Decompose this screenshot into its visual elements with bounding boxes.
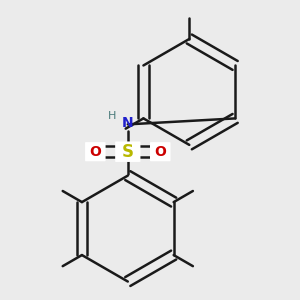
FancyBboxPatch shape: [115, 142, 140, 162]
FancyBboxPatch shape: [85, 142, 106, 161]
Text: N: N: [122, 116, 134, 130]
FancyBboxPatch shape: [150, 142, 170, 161]
Text: S: S: [122, 143, 134, 161]
Text: O: O: [89, 145, 101, 159]
Text: H: H: [108, 111, 117, 121]
Text: O: O: [154, 145, 166, 159]
